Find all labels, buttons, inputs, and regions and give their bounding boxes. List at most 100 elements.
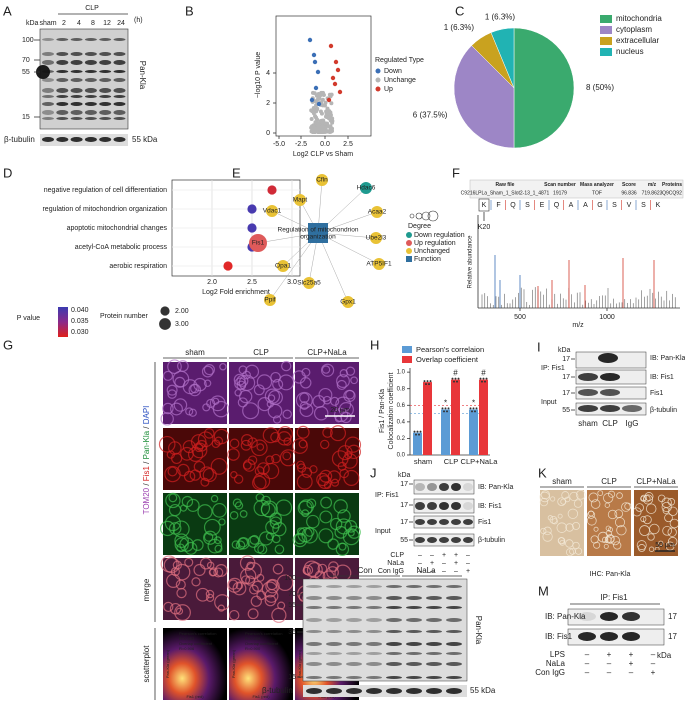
ihc-texture <box>557 497 566 507</box>
label: – <box>585 659 590 668</box>
stain-part: TOM20 <box>142 487 151 514</box>
label: 17 <box>668 632 677 641</box>
blot-band <box>578 405 598 412</box>
micrograph-texture <box>296 425 310 439</box>
ihc-texture <box>607 509 618 520</box>
blot-band <box>326 642 342 646</box>
micrograph-texture <box>278 374 295 391</box>
micrograph-texture <box>175 607 184 615</box>
ihc-texture <box>588 492 599 503</box>
label: Protein number <box>100 313 149 320</box>
blot-band <box>446 642 462 646</box>
replicate-point <box>447 407 450 410</box>
micrograph-texture <box>170 452 183 465</box>
micrograph-texture <box>327 538 339 550</box>
blot-band <box>578 632 596 641</box>
micrograph-texture <box>206 561 215 570</box>
stain-part: / <box>142 459 151 466</box>
label: Pearson's correlation <box>245 631 282 636</box>
micrograph-texture <box>247 455 258 465</box>
blot-band <box>99 137 112 142</box>
legend-label: nucleus <box>616 47 644 56</box>
micrograph-texture <box>251 580 264 592</box>
micrograph-texture <box>173 398 188 412</box>
label: kDa <box>558 347 571 354</box>
micrograph-texture <box>170 402 183 416</box>
label: – <box>418 552 422 559</box>
degree-key <box>427 210 439 222</box>
micrograph-texture <box>276 574 294 592</box>
blot-band <box>415 502 425 510</box>
micrograph-texture <box>188 408 197 417</box>
blot-band <box>326 606 342 609</box>
micrograph-texture <box>255 493 265 502</box>
blot-band <box>99 102 112 106</box>
micrograph-texture <box>342 453 358 469</box>
label: CLP+NaLa <box>636 477 676 486</box>
label: β-tubulin <box>650 407 677 414</box>
label: 0.6 <box>397 403 406 409</box>
ihc-texture <box>605 525 612 531</box>
label: CLP <box>601 477 617 486</box>
bar <box>413 432 422 455</box>
micrograph-texture <box>318 528 334 544</box>
micrograph-texture <box>250 595 262 607</box>
replicate-point <box>428 383 430 386</box>
label: # <box>481 369 486 378</box>
blot-band <box>446 596 462 600</box>
blot-band <box>42 60 54 65</box>
blot-band <box>56 78 69 82</box>
label: LPS <box>550 650 565 659</box>
micrograph-texture <box>256 590 266 601</box>
label: CLP <box>602 419 618 428</box>
node-label: Ube2l3 <box>366 235 387 242</box>
legend-swatch <box>375 77 381 83</box>
micrograph-texture <box>329 425 347 442</box>
label: 8 <box>91 20 95 27</box>
replicate-point <box>485 377 488 380</box>
label: 2 <box>266 100 270 107</box>
blot-band <box>346 652 362 655</box>
micrograph-texture <box>168 503 182 517</box>
blot-band <box>600 405 620 412</box>
micrograph-texture <box>232 581 247 596</box>
label: – <box>629 668 634 677</box>
micrograph-texture <box>191 539 204 551</box>
micrograph-texture <box>253 472 271 490</box>
micrograph-texture <box>241 434 253 447</box>
scatterplot-image <box>163 628 227 700</box>
replicate-point <box>481 380 483 383</box>
blot-band <box>306 585 322 588</box>
replicate-point <box>446 410 448 413</box>
blot-band <box>306 676 322 679</box>
blot-band <box>451 483 461 491</box>
blot-band <box>406 688 422 694</box>
blot-band <box>446 606 462 609</box>
micrograph-texture <box>173 563 191 581</box>
ihc-texture <box>637 544 646 552</box>
blot-band <box>598 353 618 363</box>
panel-letter: H <box>370 337 379 352</box>
label: – <box>430 552 434 559</box>
blot-band <box>427 519 437 525</box>
blot-band <box>84 70 97 73</box>
micrograph-texture <box>205 589 215 599</box>
micrograph-texture <box>256 443 265 451</box>
blot-band <box>406 662 422 666</box>
panel-letter: C <box>455 3 464 18</box>
label: CLP <box>444 457 459 466</box>
marker-label: 70 <box>22 57 30 64</box>
volcano-point <box>333 59 339 65</box>
legend-label: Overlap coefficient <box>416 355 479 364</box>
blot-band <box>56 137 69 142</box>
label: Overlap coefficient <box>179 641 213 646</box>
label: IP: Fis1 <box>541 365 565 372</box>
ihc-texture <box>565 523 574 532</box>
replicate-point <box>415 433 417 436</box>
panel-letter: K <box>538 465 547 480</box>
blot-band <box>56 60 69 65</box>
replicate-point <box>484 380 486 383</box>
pie-slice <box>490 27 515 89</box>
label: S <box>612 202 617 209</box>
protein-node <box>294 194 306 206</box>
